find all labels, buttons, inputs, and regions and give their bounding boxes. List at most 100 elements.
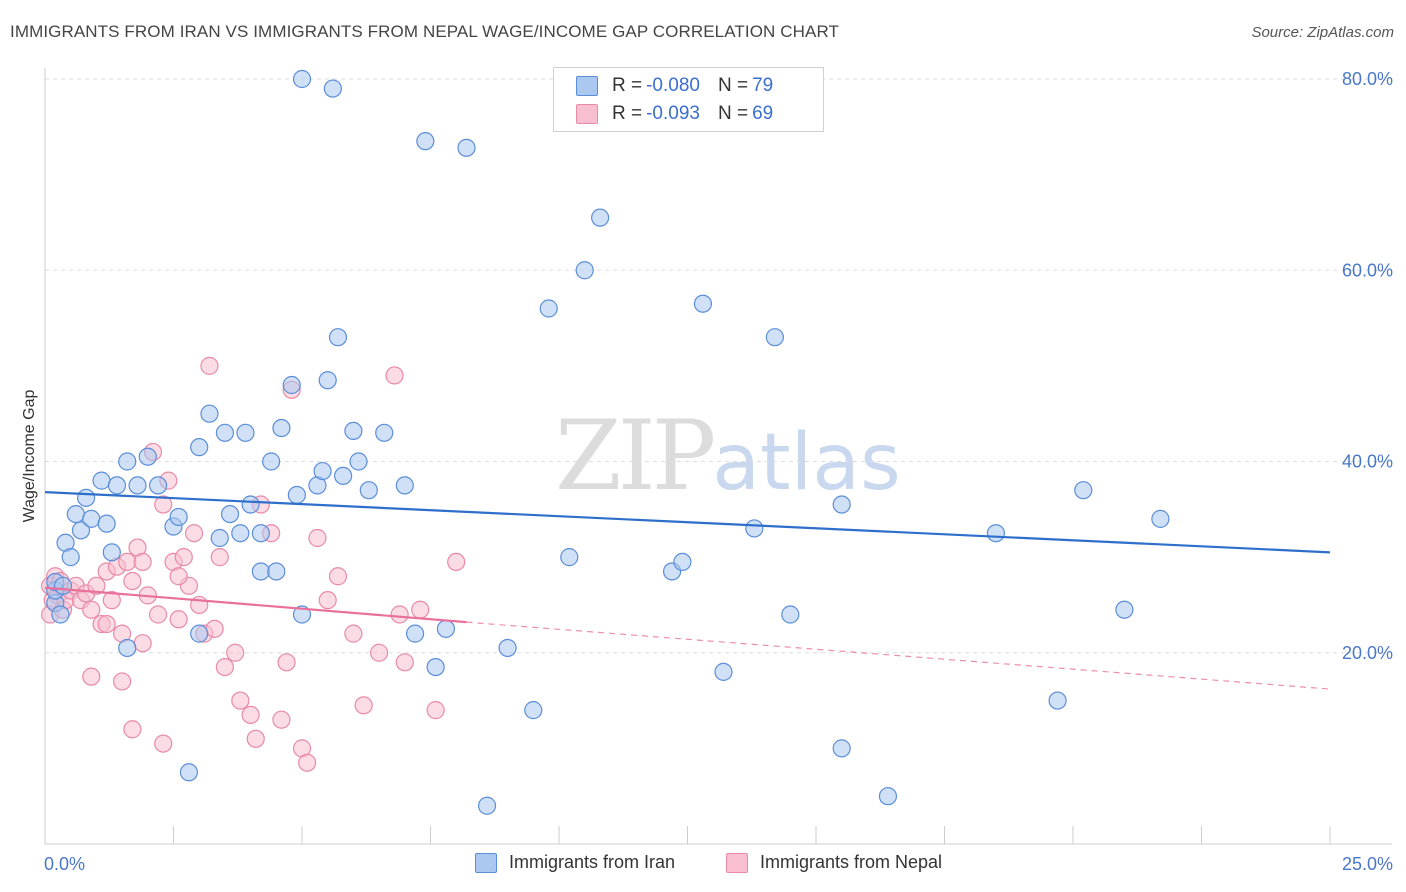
legend-row-iran: R = -0.080 N = 79 (576, 74, 773, 98)
point-iran (292, 69, 312, 89)
point-nepal (82, 667, 101, 686)
point-iran (349, 452, 368, 471)
x-tick-label: 0.0% (44, 854, 85, 874)
point-nepal (447, 552, 466, 572)
point-iran (190, 438, 209, 457)
point-nepal (318, 591, 337, 610)
bottom-legend-swatch-nepal (726, 852, 748, 873)
y-tick-label: 20.0% (1342, 643, 1393, 663)
point-iran (71, 521, 91, 540)
watermark-zip: ZIP (555, 400, 716, 512)
point-iran (673, 552, 692, 572)
point-nepal (426, 701, 445, 720)
y-axis-label: Wage/Income Gap (21, 390, 38, 523)
point-nepal (241, 705, 260, 725)
point-nepal (148, 605, 168, 624)
point-iran (148, 476, 168, 495)
bottom-legend-iran: Immigrants from Iran (475, 852, 675, 873)
point-iran (118, 638, 137, 658)
point-nepal (82, 600, 101, 619)
point-iran (118, 452, 137, 471)
legend-n-label-nepal: N = (717, 103, 749, 124)
point-nepal (112, 672, 132, 691)
point-iran (745, 519, 764, 538)
point-nepal (205, 619, 224, 638)
point-nepal (385, 366, 404, 385)
point-iran (1074, 481, 1093, 500)
point-iran (169, 507, 188, 527)
point-iran (92, 471, 111, 490)
point-nepal (154, 495, 173, 514)
watermark-atlas: atlas (712, 418, 901, 508)
point-iran (215, 423, 234, 442)
point-iran (282, 375, 301, 395)
tick-labels: 20.0% 40.0% 60.0% 80.0% 0.0% 25.0% (44, 69, 1393, 874)
point-nepal (308, 528, 327, 548)
bottom-legend-swatch-iran (475, 852, 497, 873)
point-iran (395, 476, 414, 495)
point-iran (878, 787, 898, 806)
point-nepal (411, 600, 430, 619)
point-nepal (133, 552, 152, 572)
point-nepal (354, 696, 373, 715)
point-iran (82, 509, 101, 528)
point-iran (97, 514, 116, 533)
point-nepal (231, 691, 250, 710)
point-nepal (246, 729, 265, 748)
point-nepal (169, 567, 188, 586)
point-iran (128, 476, 147, 495)
point-iran (272, 418, 291, 438)
point-iran (107, 476, 127, 495)
point-iran (765, 328, 784, 347)
point-iran (292, 605, 312, 624)
point-iran (477, 796, 497, 815)
point-iran (179, 763, 199, 782)
point-iran (457, 138, 476, 157)
point-iran (539, 299, 558, 318)
point-iran (236, 423, 255, 442)
point-nepal (344, 624, 363, 643)
point-iran (524, 701, 543, 720)
point-nepal (97, 614, 116, 634)
point-nepal (200, 356, 219, 375)
point-iran (231, 524, 250, 543)
point-iran (1151, 509, 1170, 528)
legend-swatch-nepal (576, 104, 598, 124)
point-iran (359, 481, 378, 500)
watermark: ZIPatlas (555, 400, 901, 512)
point-iran (267, 562, 286, 581)
point-iran (344, 421, 363, 440)
point-nepal (272, 710, 291, 729)
point-iran (416, 132, 435, 151)
legend-r-value-nepal: -0.093 (646, 103, 700, 124)
point-iran (693, 294, 713, 313)
point-nepal (118, 552, 137, 572)
legend-n-value-nepal: 69 (752, 103, 774, 124)
point-nepal (102, 591, 121, 610)
point-iran (1048, 691, 1067, 710)
point-iran (832, 495, 851, 514)
point-iran (77, 488, 96, 507)
point-iran (61, 548, 80, 567)
point-nepal (328, 567, 348, 586)
point-nepal (169, 610, 188, 629)
point-nepal (184, 524, 204, 543)
legend-row-nepal: R = -0.093 N = 69 (576, 102, 773, 126)
point-iran (251, 562, 270, 581)
legend-r-value-iran: -0.080 (646, 75, 700, 96)
legend-n-label-iran: N = (717, 75, 749, 96)
legend-r-label-nepal: R = (612, 103, 643, 124)
grid-lines (45, 78, 1392, 654)
point-iran (328, 328, 348, 347)
trend-line-nepal-dashed (466, 621, 1331, 690)
point-iran (318, 371, 337, 390)
point-nepal (215, 657, 234, 677)
point-iran (262, 452, 281, 471)
point-iran (498, 638, 517, 658)
point-nepal (174, 548, 193, 567)
trend-line-iran (44, 491, 1331, 554)
point-nepal (87, 576, 106, 595)
point-iran (591, 208, 610, 227)
point-iran (220, 504, 240, 524)
